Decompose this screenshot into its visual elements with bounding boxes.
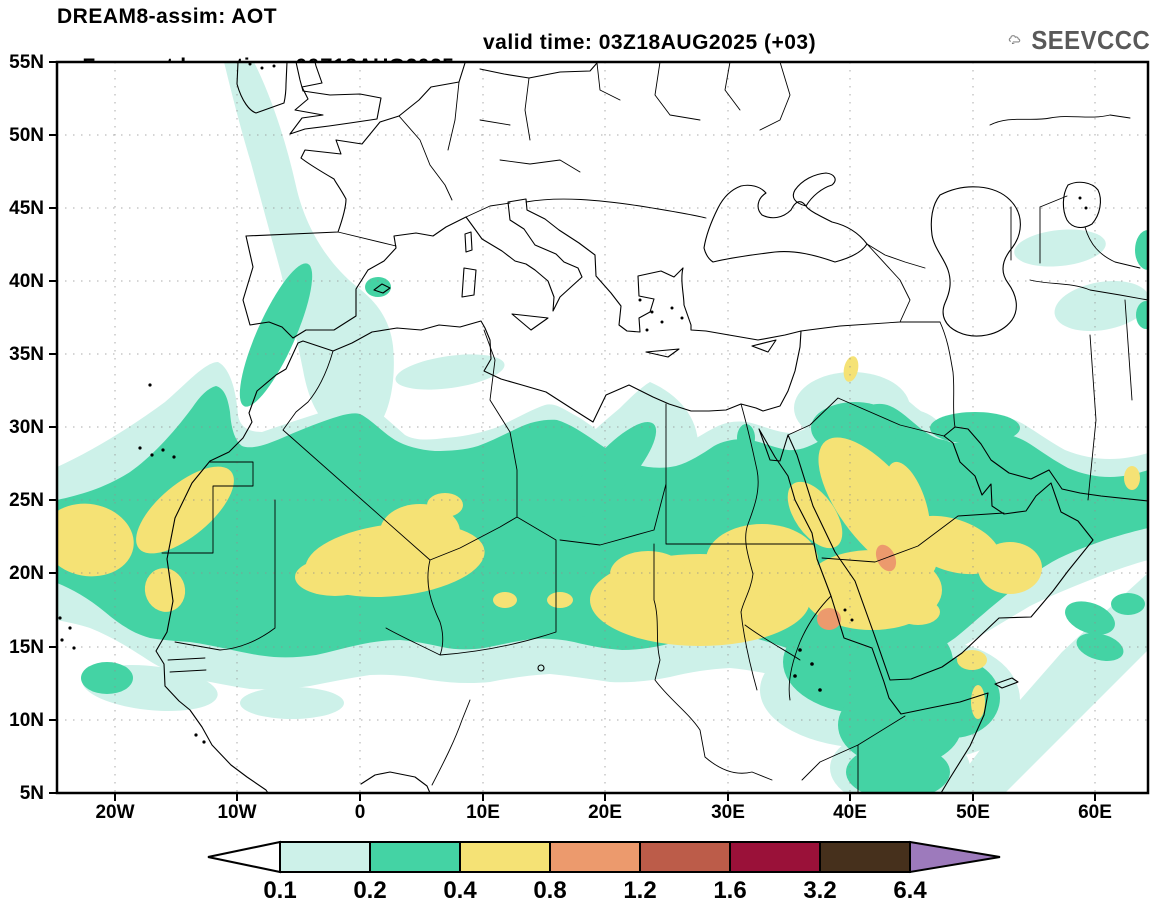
- x-axis-tick-label: 40E: [833, 802, 867, 823]
- seevccc-logo: SEEVCCC: [1008, 20, 1150, 60]
- y-axis-tick-label: 55N: [9, 52, 44, 73]
- x-axis-tick-label: 50E: [956, 802, 990, 823]
- colorbar-segment: [459, 841, 551, 873]
- x-axis-tick-label: 60E: [1078, 802, 1112, 823]
- colorbar-tick-label: 0.4: [443, 877, 477, 904]
- y-axis-tick-label: 50N: [9, 125, 44, 146]
- colorbar-tick-label: 0.8: [533, 877, 566, 904]
- x-axis-tick-label: 30E: [711, 802, 745, 823]
- y-axis-tick-label: 40N: [9, 271, 44, 292]
- y-axis-tick-label: 35N: [9, 344, 44, 365]
- colorbar-segment: [819, 841, 911, 873]
- island-dots: [58, 62, 1088, 744]
- valid-time: valid time: 03Z18AUG2025 (+03): [483, 31, 817, 54]
- grid-lines: [57, 62, 1148, 793]
- y-axis-tick-label: 25N: [9, 490, 44, 511]
- colorbar-above-max-arrow: [909, 840, 1001, 874]
- cloud-arrow-icon: [1008, 35, 1021, 45]
- y-axis-tick-label: 10N: [9, 710, 44, 731]
- y-axis-tick-label: 30N: [9, 417, 44, 438]
- arrow-glyph: [1011, 42, 1015, 45]
- colorbar-segment: [279, 841, 371, 873]
- colorbar-below-min-arrow: [207, 840, 281, 874]
- colorbar-segment: [369, 841, 461, 873]
- colorbar: 0.1 0.2 0.4 0.8 1.2 1.6 3.2 6.4: [207, 840, 1001, 904]
- y-axis-tick-label: 15N: [9, 637, 44, 658]
- y-axis-tick-label: 20N: [9, 563, 44, 584]
- axis-ticks: [49, 61, 1096, 801]
- y-axis-tick-label: 45N: [9, 198, 44, 219]
- x-axis-labels: 20W 10W 0 10E 20E 30E 40E 50E 60E: [95, 802, 1111, 823]
- x-axis-tick-label: 20E: [588, 802, 622, 823]
- colorbar-tick-label: 3.2: [803, 877, 836, 904]
- x-axis-tick-label: 0: [355, 802, 366, 823]
- map-canvas: [57, 62, 1148, 793]
- colorbar-segment: [549, 841, 641, 873]
- colorbar-tick-label: 0.1: [263, 877, 296, 904]
- y-axis-tick-label: 5N: [20, 783, 44, 804]
- x-axis-tick-label: 10W: [217, 802, 256, 823]
- colorbar-tick-label: 1.2: [623, 877, 656, 904]
- colorbar-tick-label: 0.2: [353, 877, 386, 904]
- country-borders: [161, 62, 1148, 793]
- colorbar-tick-label: 6.4: [893, 877, 927, 904]
- contour-fill-0.4: [57, 356, 1140, 719]
- x-axis-tick-label: 10E: [466, 802, 500, 823]
- colorbar-tick-label: 1.6: [713, 877, 746, 904]
- y-axis-labels: 55N 50N 45N 40N 35N 30N 25N 20N 15N 10N …: [9, 52, 44, 804]
- colorbar-segment: [729, 841, 821, 873]
- x-axis-tick-label: 20W: [95, 802, 134, 823]
- colorbar-segment: [639, 841, 731, 873]
- plot-title: DREAM8-assim: AOT: [57, 5, 278, 28]
- logo-text: SEEVCCC: [1031, 24, 1150, 55]
- coastlines: [155, 62, 1148, 793]
